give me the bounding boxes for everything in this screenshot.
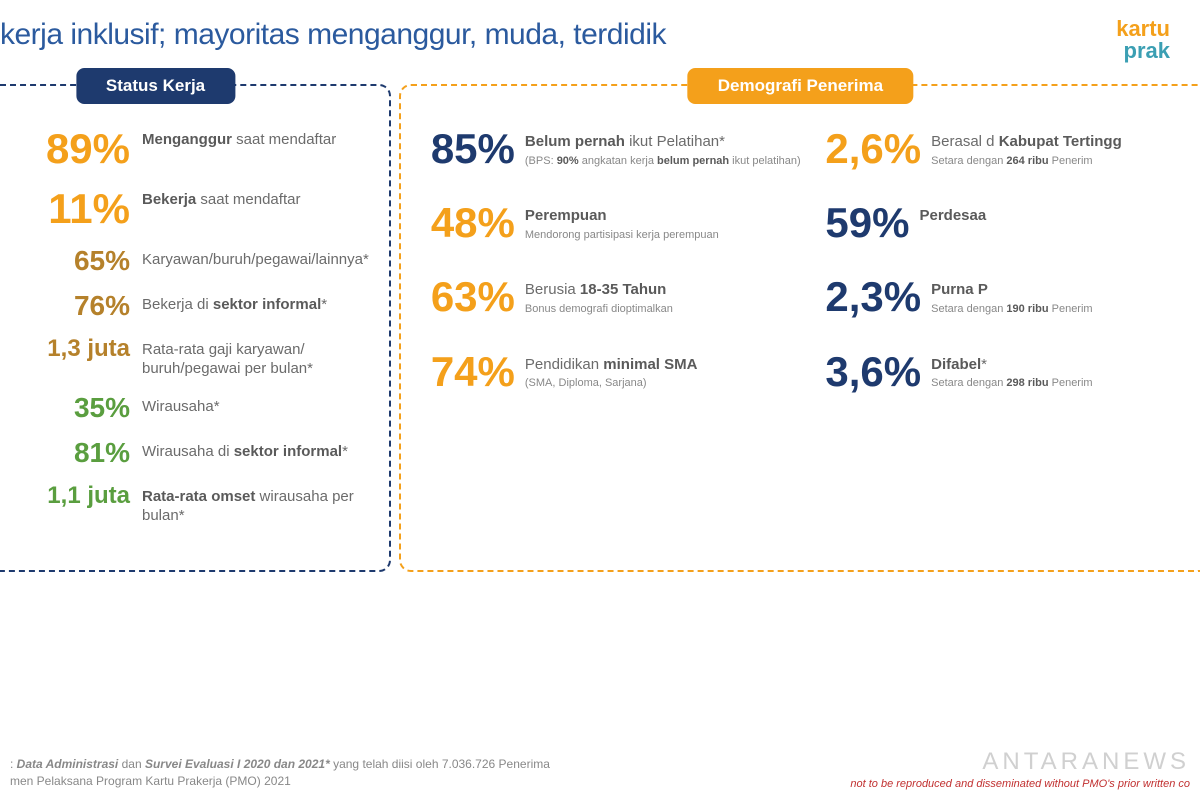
stat-row: 81% Wirausaha di sektor informal*: [10, 438, 369, 469]
stat-value: 1,3 juta: [10, 336, 130, 362]
stat-value: 81%: [10, 438, 130, 469]
stat-sub: Mendorong partisipasi kerja perempuan: [525, 229, 806, 243]
footer: : Data Administrasi dan Survei Evaluasi …: [10, 748, 1190, 790]
stat-value: 35%: [10, 393, 130, 424]
demo-cell: 48%PerempuanMendorong partisipasi kerja …: [431, 200, 806, 246]
footer-source-1: : Data Administrasi dan Survei Evaluasi …: [10, 756, 550, 773]
stat-label: Wirausaha di sektor informal*: [142, 438, 369, 462]
stat-label: Bekerja di sektor informal*: [142, 291, 369, 315]
stat-value: 85%: [431, 126, 515, 172]
page-title: kerja inklusif; mayoritas menganggur, mu…: [0, 18, 666, 52]
stat-label: Purna PSetara dengan 190 ribu Penerim: [931, 274, 1200, 316]
stat-value: 63%: [431, 274, 515, 320]
stat-sub: Setara dengan 190 ribu Penerim: [931, 303, 1200, 317]
stat-sub: Setara dengan 298 ribu Penerim: [931, 377, 1200, 391]
stat-value: 48%: [431, 200, 515, 246]
status-kerja-panel: Status Kerja 89%Menganggur saat mendafta…: [0, 84, 391, 572]
stat-value: 89%: [10, 126, 130, 172]
stat-label: Difabel*Setara dengan 298 ribu Penerim: [931, 349, 1200, 391]
stat-value: 65%: [10, 246, 130, 277]
demo-cell: 74%Pendidikan minimal SMA(SMA, Diploma, …: [431, 349, 806, 395]
stat-row: 65% Karyawan/buruh/pegawai/lainnya*: [10, 246, 369, 277]
stat-value: 2,6%: [825, 126, 921, 172]
demo-cell: 2,6%Berasal d Kabupat TertinggSetara den…: [825, 126, 1200, 172]
demo-cell: 3,6%Difabel*Setara dengan 298 ribu Pener…: [825, 349, 1200, 395]
logo-bottom: prak: [1124, 38, 1170, 63]
stat-label: Pendidikan minimal SMA(SMA, Diploma, Sar…: [525, 349, 806, 391]
stat-label: Bekerja saat mendaftar: [142, 186, 369, 210]
demo-cell: 63%Berusia 18-35 TahunBonus demografi di…: [431, 274, 806, 320]
stat-label: Wirausaha*: [142, 393, 369, 417]
logo: kartu prak: [1116, 18, 1170, 62]
stat-label: Berasal d Kabupat TertinggSetara dengan …: [931, 126, 1200, 168]
stat-value: 76%: [10, 291, 130, 322]
stat-value: 74%: [431, 349, 515, 395]
stat-row: 89% Menganggur saat mendaftar: [10, 126, 369, 172]
stat-row: 1,1 juta Rata-rata omset wirausaha per bu…: [10, 483, 369, 526]
stat-label: Perdesaa: [919, 200, 1200, 226]
status-kerja-tag: Status Kerja: [76, 68, 235, 104]
stat-value: 1,1 juta: [10, 483, 130, 509]
demo-cell: 2,3%Purna PSetara dengan 190 ribu Peneri…: [825, 274, 1200, 320]
stat-row: 35% Wirausaha*: [10, 393, 369, 424]
stat-label: Belum pernah ikut Pelatihan*(BPS: 90% an…: [525, 126, 806, 168]
stat-row: 11% Bekerja saat mendaftar: [10, 186, 369, 232]
stat-label: Menganggur saat mendaftar: [142, 126, 369, 150]
demo-cell: 85%Belum pernah ikut Pelatihan*(BPS: 90%…: [431, 126, 806, 172]
demografi-tag: Demografi Penerima: [688, 68, 913, 104]
stat-label: PerempuanMendorong partisipasi kerja per…: [525, 200, 806, 242]
stat-row: 1,3 juta Rata-rata gaji karyawan/ buruh/p…: [10, 336, 369, 379]
stat-sub: Setara dengan 264 ribu Penerim: [931, 155, 1200, 169]
stat-label: Berusia 18-35 TahunBonus demografi diopt…: [525, 274, 806, 316]
stat-label: Rata-rata omset wirausaha per bulan*: [142, 483, 369, 526]
copyright-note: not to be reproduced and disseminated wi…: [850, 778, 1190, 790]
demografi-panel: Demografi Penerima 85%Belum pernah ikut …: [399, 84, 1200, 572]
stat-label: Karyawan/buruh/pegawai/lainnya*: [142, 246, 369, 270]
stat-sub: (BPS: 90% angkatan kerja belum pernah ik…: [525, 155, 806, 169]
stat-row: 76% Bekerja di sektor informal*: [10, 291, 369, 322]
stat-value: 11%: [10, 186, 130, 232]
stat-value: 59%: [825, 200, 909, 246]
stat-value: 3,6%: [825, 349, 921, 395]
stat-value: 2,3%: [825, 274, 921, 320]
stat-sub: Bonus demografi dioptimalkan: [525, 303, 806, 317]
stat-label: Rata-rata gaji karyawan/ buruh/pegawai p…: [142, 336, 369, 379]
watermark: ANTARANEWS: [850, 748, 1190, 776]
demo-cell: 59% Perdesaa: [825, 200, 1200, 246]
stat-sub: (SMA, Diploma, Sarjana): [525, 377, 806, 391]
footer-source-2: men Pelaksana Program Kartu Prakerja (PM…: [10, 773, 550, 790]
